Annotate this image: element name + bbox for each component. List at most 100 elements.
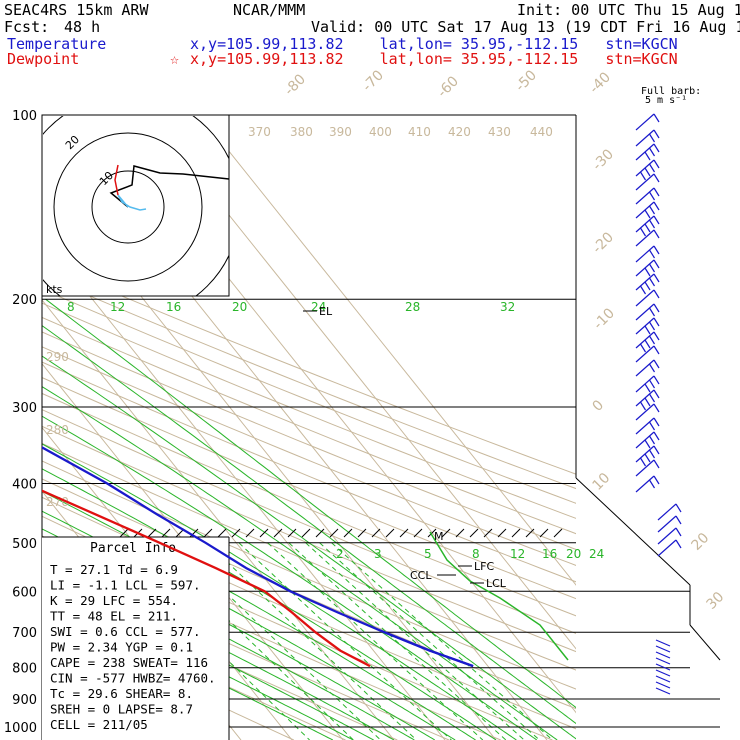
dry-adiabat-line: [42, 392, 576, 617]
barb-flag: [644, 453, 651, 463]
theta-label: 440: [530, 125, 553, 139]
barb-flag: [653, 143, 660, 153]
hatch-mark: [231, 528, 241, 538]
barb-flag: [639, 227, 647, 237]
barb-flag: [648, 421, 656, 431]
barb-flag: [653, 259, 660, 269]
barb-flag: [639, 285, 647, 295]
hatch-mark: [371, 528, 381, 538]
dry-adiabat-line: [42, 376, 576, 600]
dry-adiabat-line: [42, 409, 576, 634]
barb-flag: [648, 163, 656, 173]
barb-flag: [653, 215, 660, 225]
isotherm-label: -10: [591, 305, 618, 332]
hatch-mark: [273, 528, 283, 538]
melting-level-label: M: [434, 530, 444, 543]
barb-flag: [644, 383, 651, 393]
hatch-mark: [203, 528, 213, 538]
hodograph-lower-trace: [117, 194, 147, 211]
right-axis-diagonal-lower: [689, 624, 721, 661]
barb-staff: [635, 459, 655, 477]
isotherm-label: 20: [689, 530, 713, 554]
moist-adiabat-label: 32: [500, 300, 515, 314]
barb-flag: [675, 527, 682, 537]
parcel-info-row: PW = 2.34 YGP = 0.1: [50, 640, 193, 655]
mixing-ratio-label: 8: [472, 547, 480, 561]
mixing-ratio-label: 3: [374, 547, 382, 561]
barb-flag: [653, 129, 660, 139]
hatch-mark: [413, 528, 423, 538]
barb-staff: [635, 359, 655, 377]
barb-flag: [648, 363, 656, 373]
theta-label: 290: [46, 350, 69, 364]
barb-flag: [648, 191, 656, 201]
mixing-ratio-line: [206, 542, 417, 740]
theta-label: 380: [290, 125, 313, 139]
hatch-mark: [259, 528, 269, 538]
hodograph-red-trace: [114, 164, 119, 196]
barb-scale-unit: 5 m s⁻¹: [645, 95, 688, 106]
parcel-info-row: SREH = 0 LAPSE= 8.7: [50, 702, 193, 717]
hatch-mark: [287, 528, 297, 538]
hatch-mark: [497, 528, 507, 538]
level-label: LCL: [486, 577, 507, 590]
barb-flag: [648, 219, 656, 229]
isotherm-label: 10: [590, 470, 614, 494]
mixing-ratio-label: 2: [336, 547, 344, 561]
pressure-label: 900: [12, 693, 37, 708]
barb-flag: [653, 187, 660, 197]
barb-scale-note: Full barb:: [641, 86, 702, 97]
pressure-label: 100: [12, 109, 37, 124]
barb-staff-low: [655, 675, 671, 683]
hatch-mark: [427, 528, 437, 538]
isotherm-label: -30: [590, 146, 617, 173]
mixing-ratio-line: [238, 542, 452, 740]
hatch-mark: [483, 528, 493, 538]
barb-flag: [644, 223, 651, 233]
dry-adiabat-line: [42, 597, 346, 740]
barb-flag: [644, 267, 651, 277]
mixing-ratio-label: 16: [542, 547, 557, 561]
barb-flag: [675, 515, 682, 525]
hodograph-units: kts: [46, 283, 63, 296]
level-markers: EL LFC LCL CCL M: [303, 305, 507, 668]
barb-flag: [653, 331, 660, 341]
dry-adiabat-line: [42, 316, 576, 535]
pressure-label: 800: [12, 662, 37, 677]
parcel-info-row: CELL = 211/05: [50, 717, 148, 732]
ccl-label: CCL: [410, 569, 432, 582]
barb-staff-low: [655, 669, 671, 677]
barb-flag: [653, 201, 660, 211]
parcel-info-row: CAPE = 238 SWEAT= 116: [50, 655, 208, 670]
parcel-info-title: Parcel Info: [90, 541, 176, 556]
hatch-mark: [147, 528, 157, 538]
barb-flag: [639, 457, 647, 467]
init-time: Init: 00 UTC Thu 15 Aug 13: [517, 1, 740, 19]
barb-flag: [653, 245, 660, 255]
barb-flag: [639, 171, 647, 181]
barb-staff: [635, 187, 655, 205]
barb-flag: [648, 449, 656, 459]
moist-adiabat-labels: 8 12 16 20 24 28 32: [67, 300, 515, 314]
barb-flag: [639, 401, 647, 411]
barb-flag: [648, 479, 656, 489]
barb-staff-low: [655, 687, 671, 695]
barb-flag: [653, 113, 660, 123]
parcel-path-line: [429, 531, 569, 661]
isotherm-label: 0: [590, 397, 608, 415]
theta-label: 370: [248, 125, 271, 139]
barb-flag: [648, 205, 656, 215]
hatch-mark: [441, 528, 451, 538]
hodograph-frame: [41, 114, 230, 297]
theta-label: 410: [408, 125, 431, 139]
parcel-path: [429, 531, 569, 661]
barb-flag: [644, 281, 651, 291]
barb-staff: [657, 515, 677, 533]
barb-flag: [648, 133, 656, 143]
moist-adiabat-line: [42, 325, 576, 725]
barb-staff: [635, 229, 655, 247]
barb-flag: [653, 475, 660, 485]
hatch-mark: [511, 528, 521, 538]
parcel-info-row: SWI = 0.6 CCL = 577.: [50, 624, 201, 639]
